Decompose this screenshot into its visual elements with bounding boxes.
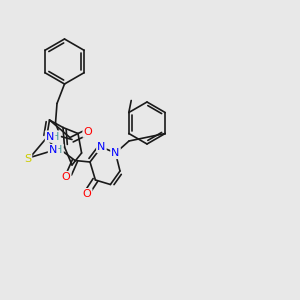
Text: S: S — [24, 154, 31, 164]
Text: H: H — [51, 131, 60, 142]
Text: O: O — [83, 127, 92, 137]
Text: H: H — [54, 145, 63, 155]
Text: N: N — [49, 145, 57, 155]
Text: O: O — [61, 172, 70, 182]
Text: O: O — [82, 189, 91, 199]
Text: N: N — [46, 131, 54, 142]
Text: N: N — [111, 148, 120, 158]
Text: N: N — [97, 142, 106, 152]
